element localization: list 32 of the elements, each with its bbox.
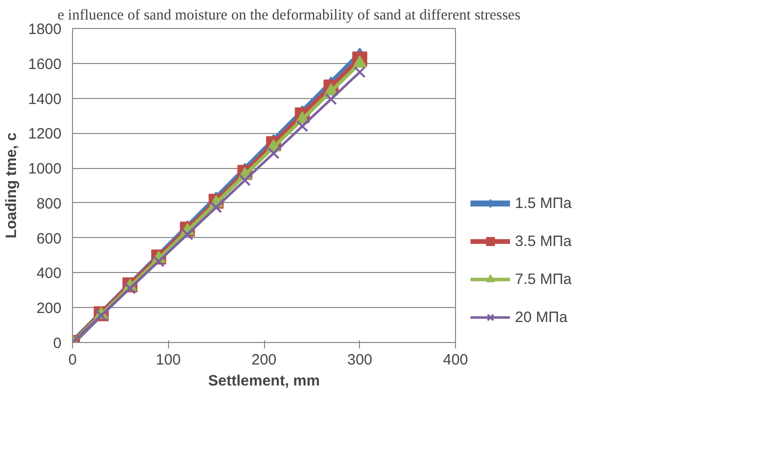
legend-label: 3.5 МПа — [515, 232, 572, 250]
y-tick-label: 1200 — [28, 126, 62, 143]
legend-label: 7.5 МПа — [515, 270, 572, 288]
chart-title: e influence of sand moisture on the deformability of sand at different stresses — [58, 8, 521, 24]
x-tick-label: 100 — [156, 352, 181, 368]
x-axis-title: Settlement, mm — [208, 372, 320, 390]
point — [95, 310, 108, 322]
point — [210, 201, 222, 214]
y-tick-label: 1400 — [28, 90, 62, 108]
y-tick-label: 1600 — [28, 56, 62, 73]
y-axis-title: Loading tme, c — [3, 132, 20, 238]
legend-label: 1.5 МПа — [515, 194, 572, 212]
y-tick-label: 1000 — [28, 160, 62, 178]
y-tick-label: 800 — [36, 195, 62, 212]
x-tick-label: 400 — [442, 352, 468, 368]
y-tick-label: 1800 — [28, 21, 62, 38]
y-tick-label: 200 — [36, 300, 62, 318]
point — [296, 120, 308, 132]
point — [152, 255, 165, 268]
x-tick-label: 200 — [251, 352, 277, 368]
point — [124, 282, 136, 294]
x-tick-label: 300 — [347, 352, 372, 368]
point — [268, 147, 280, 160]
point — [354, 66, 366, 78]
y-tick-label: 0 — [53, 335, 62, 352]
point — [181, 228, 194, 240]
point — [325, 93, 337, 106]
x-tick-label: 0 — [68, 352, 77, 368]
y-tick-label: 400 — [36, 265, 62, 282]
y-tick-label: 600 — [36, 230, 62, 248]
legend-label: 20 МПа — [515, 308, 568, 326]
point — [238, 174, 251, 186]
